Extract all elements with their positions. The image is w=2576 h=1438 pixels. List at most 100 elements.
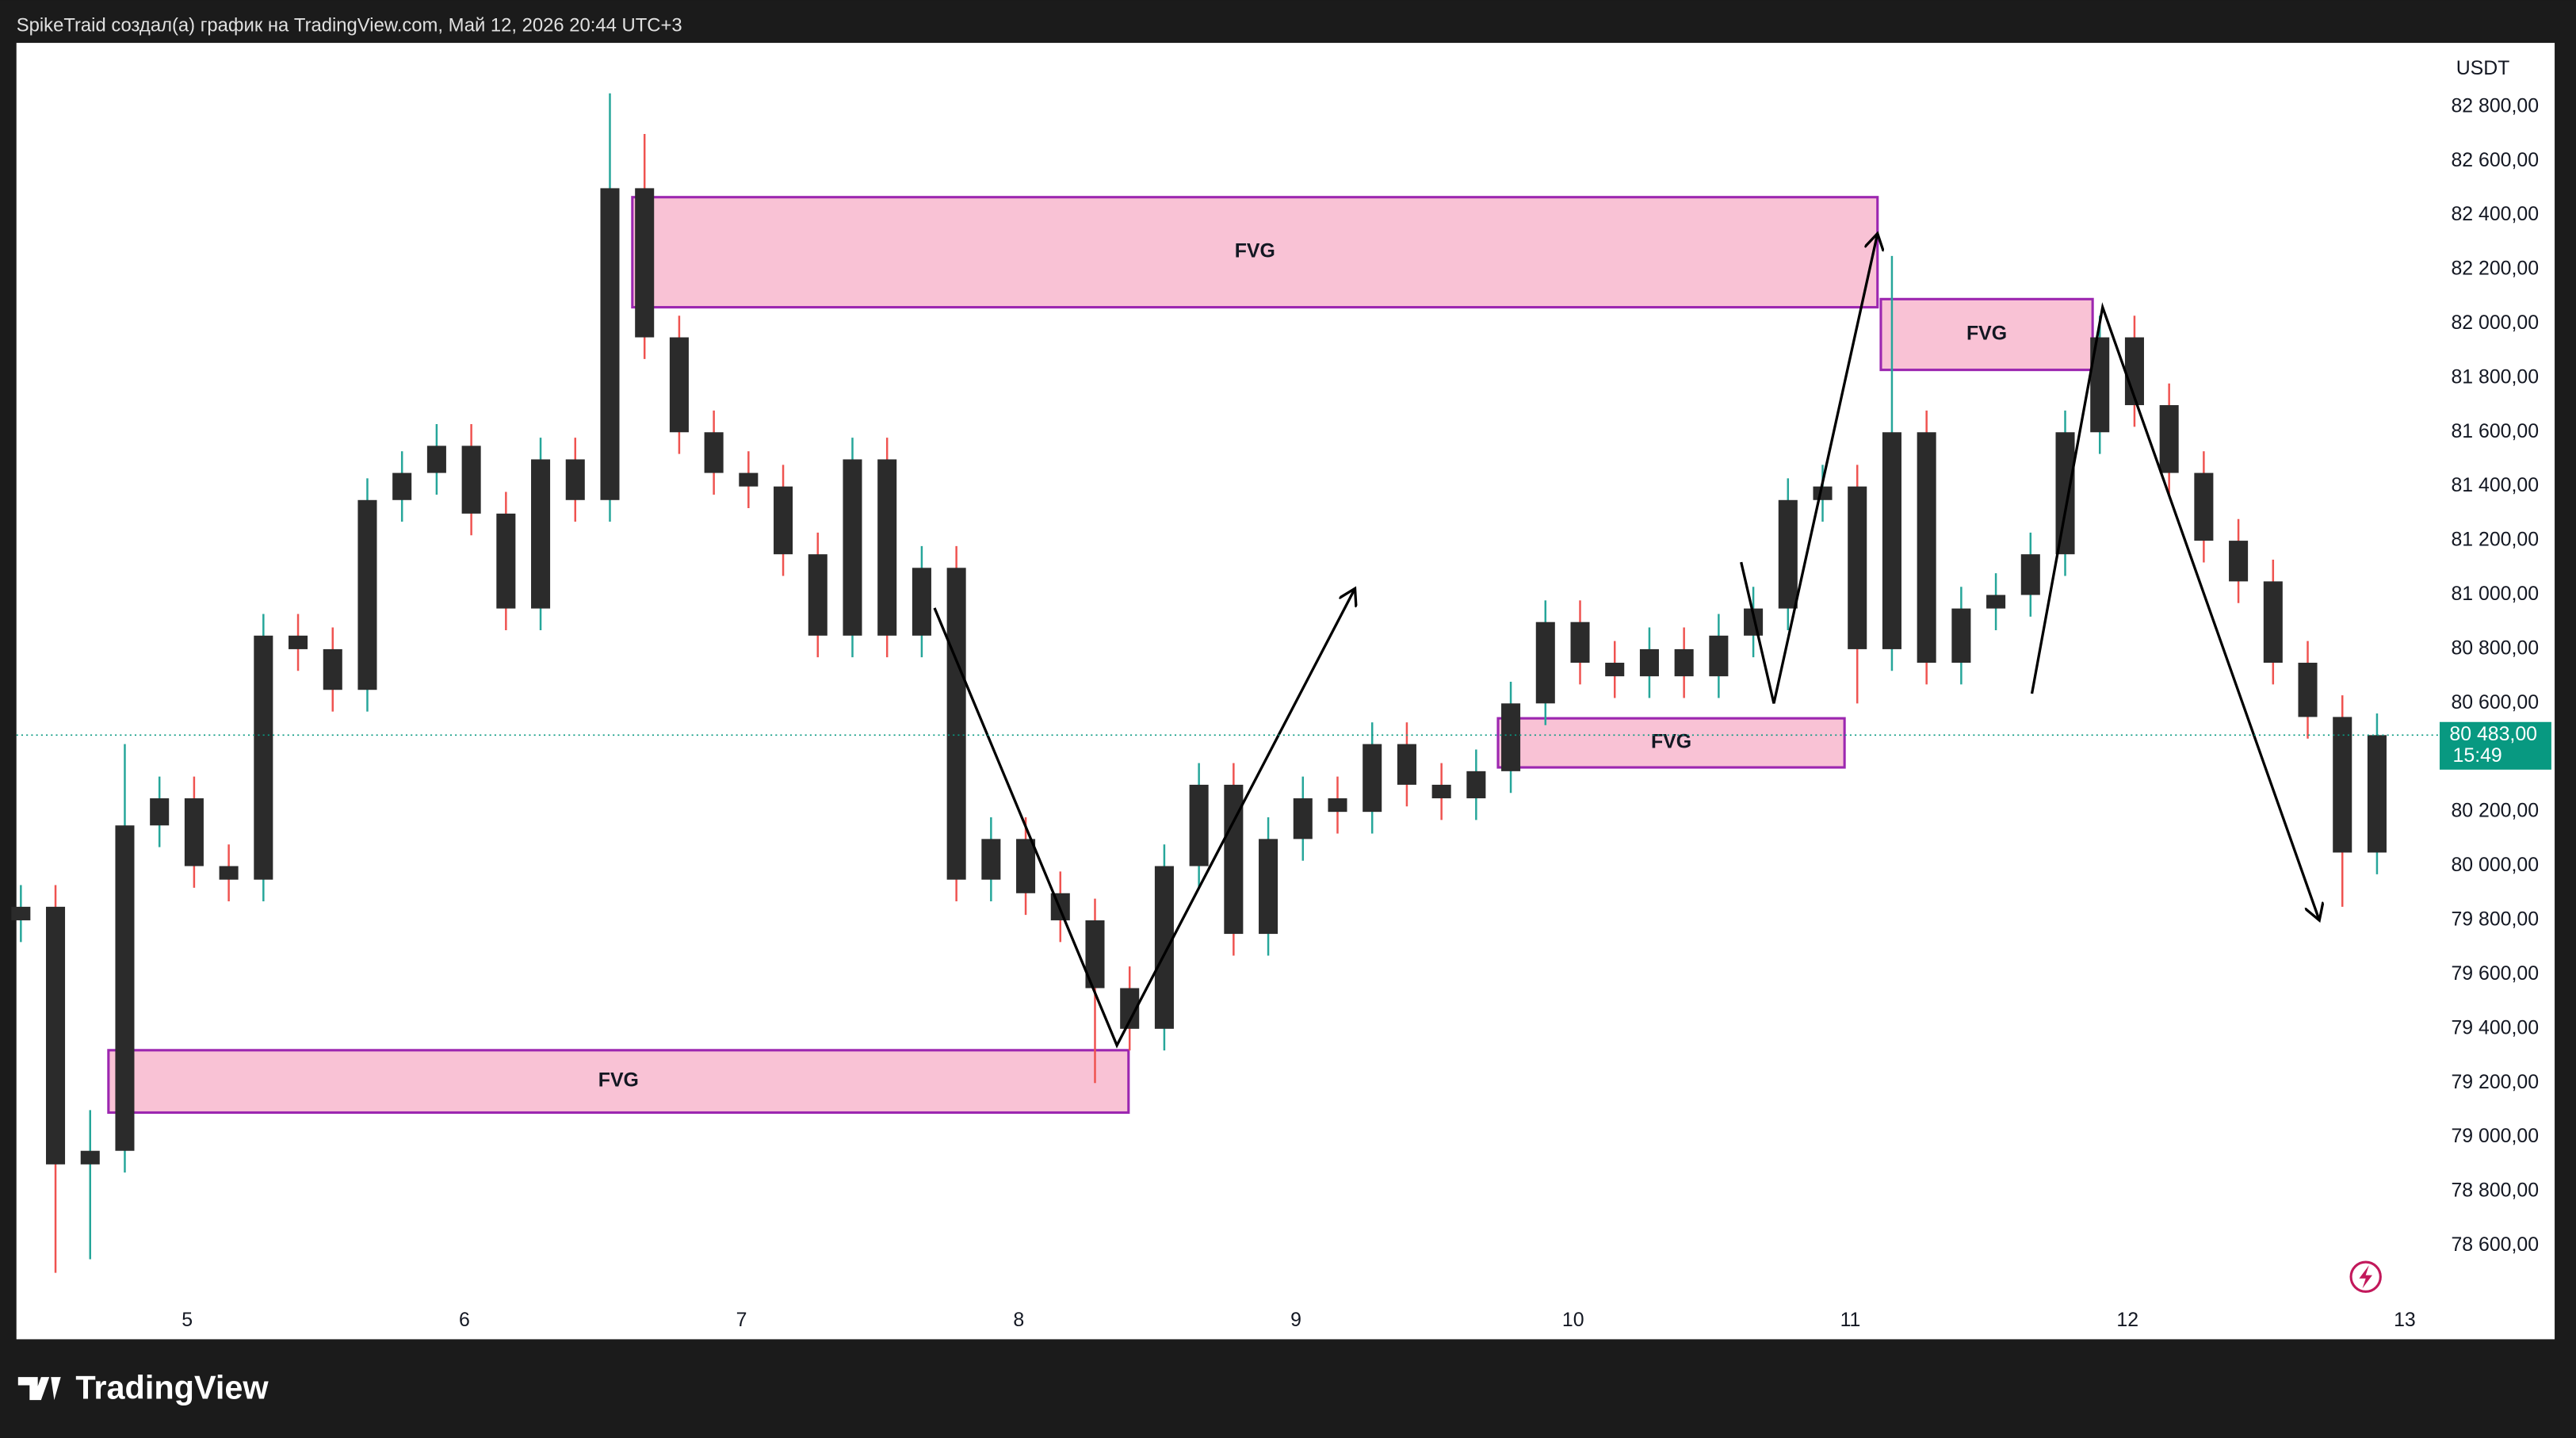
- x-tick-label: 10: [1562, 1309, 1584, 1331]
- candle-body: [1189, 784, 1209, 866]
- header-text: SpikeTraid создал(а) график на TradingVi…: [17, 15, 682, 36]
- candle-body: [219, 866, 239, 880]
- y-tick-label: 80 200,00: [2451, 800, 2539, 822]
- candle-body: [150, 798, 170, 826]
- candle-body: [565, 459, 585, 500]
- last-price-label: 80 483,00: [2449, 723, 2537, 745]
- fvg-label: FVG: [1651, 731, 1691, 753]
- last-price-tag: [2439, 721, 2551, 770]
- candle-body: [1016, 839, 1036, 893]
- y-tick-label: 82 800,00: [2451, 94, 2539, 117]
- y-tick-label: 78 800,00: [2451, 1180, 2539, 1202]
- x-tick-label: 13: [2394, 1309, 2416, 1331]
- icon-circle: [2349, 1260, 2382, 1293]
- candle-body: [357, 499, 377, 690]
- candle-body: [912, 568, 931, 636]
- y-tick-label: 80 800,00: [2451, 637, 2539, 659]
- y-tick-label: 78 600,00: [2451, 1233, 2539, 1256]
- countdown-label: 15:49: [2453, 744, 2502, 767]
- candle-body: [1259, 839, 1278, 935]
- arrow-drawing: [933, 588, 1355, 1049]
- candle-body: [2263, 581, 2283, 664]
- candle-body: [392, 472, 412, 500]
- candle-body: [1674, 648, 1694, 677]
- y-tick-label: 79 400,00: [2451, 1016, 2539, 1038]
- candle-body: [461, 446, 481, 514]
- candle-body: [2159, 405, 2179, 473]
- candle-body: [2229, 541, 2249, 582]
- candle-body: [1501, 703, 1521, 771]
- candle-body: [1848, 486, 1867, 649]
- candle-body: [2367, 735, 2387, 853]
- fvg-zone: [1496, 717, 1846, 769]
- x-tick-label: 12: [2116, 1309, 2138, 1331]
- candle-body: [843, 459, 862, 636]
- candle-body: [1328, 798, 1347, 813]
- candle-body: [1397, 744, 1416, 785]
- x-tick-label: 8: [1013, 1309, 1024, 1331]
- logo-mark: [17, 1377, 61, 1401]
- flash-icon[interactable]: [2349, 1260, 2382, 1293]
- candle-body: [1951, 608, 1971, 664]
- candle-body: [877, 459, 897, 636]
- candle-body: [184, 798, 204, 866]
- arrow-drawing: [2030, 302, 2320, 920]
- candle-body: [2020, 554, 2040, 595]
- x-tick-label: 6: [459, 1309, 470, 1331]
- candle-body: [1813, 486, 1833, 500]
- candle-body: [2333, 717, 2352, 853]
- candle-body: [1639, 648, 1659, 677]
- y-tick-label: 79 600,00: [2451, 962, 2539, 985]
- y-tick-label: 81 200,00: [2451, 529, 2539, 551]
- fvg-label: FVG: [1235, 240, 1275, 262]
- fvg-label: FVG: [1966, 323, 2007, 345]
- x-tick-label: 7: [736, 1309, 747, 1331]
- candle-body: [1778, 499, 1798, 609]
- y-tick-label: 80 600,00: [2451, 691, 2539, 713]
- y-tick-label: 81 800,00: [2451, 365, 2539, 388]
- candle-body: [704, 432, 724, 473]
- y-tick-label: 79 800,00: [2451, 908, 2539, 931]
- candle-body: [1709, 635, 1729, 677]
- fvg-zone: [631, 196, 1879, 309]
- y-tick-label: 81 400,00: [2451, 474, 2539, 496]
- candle-body: [946, 568, 966, 880]
- y-tick-label: 82 000,00: [2451, 312, 2539, 334]
- fvg-zone: [1879, 297, 2094, 372]
- candle-body: [1605, 663, 1625, 677]
- candle-body: [1466, 771, 1486, 799]
- y-tick-label: 82 400,00: [2451, 203, 2539, 225]
- y-tick-label: 81 000,00: [2451, 583, 2539, 605]
- candle-body: [808, 554, 827, 636]
- candle-body: [11, 906, 31, 920]
- candle-body: [2055, 432, 2075, 555]
- fvg-zone: [107, 1049, 1130, 1115]
- candle-body: [1917, 432, 1936, 664]
- currency-label: USDT: [2456, 57, 2510, 79]
- arrow-drawing: [1740, 234, 1878, 704]
- x-tick-label: 11: [1840, 1309, 1861, 1331]
- candle-body: [981, 839, 1001, 880]
- icon-bolt: [2359, 1265, 2372, 1289]
- y-tick-label: 81 600,00: [2451, 420, 2539, 442]
- y-tick-label: 79 000,00: [2451, 1125, 2539, 1147]
- candle-body: [1986, 595, 2006, 609]
- candle-body: [1882, 432, 1901, 649]
- y-tick-label: 82 200,00: [2451, 258, 2539, 280]
- y-tick-label: 79 200,00: [2451, 1071, 2539, 1093]
- brand-logo[interactable]: TradingView: [17, 1369, 269, 1406]
- candle-body: [1363, 744, 1382, 813]
- candle-body: [46, 906, 66, 1165]
- candle-body: [600, 188, 620, 500]
- candle-body: [1431, 784, 1451, 799]
- candle-body: [254, 635, 273, 880]
- candle-body: [1570, 621, 1590, 664]
- candle-body: [2194, 472, 2214, 541]
- y-tick-label: 82 600,00: [2451, 149, 2539, 171]
- y-tick-label: 80 000,00: [2451, 854, 2539, 876]
- candle-body: [739, 472, 759, 487]
- x-tick-label: 5: [182, 1309, 193, 1331]
- candle-body: [289, 635, 308, 649]
